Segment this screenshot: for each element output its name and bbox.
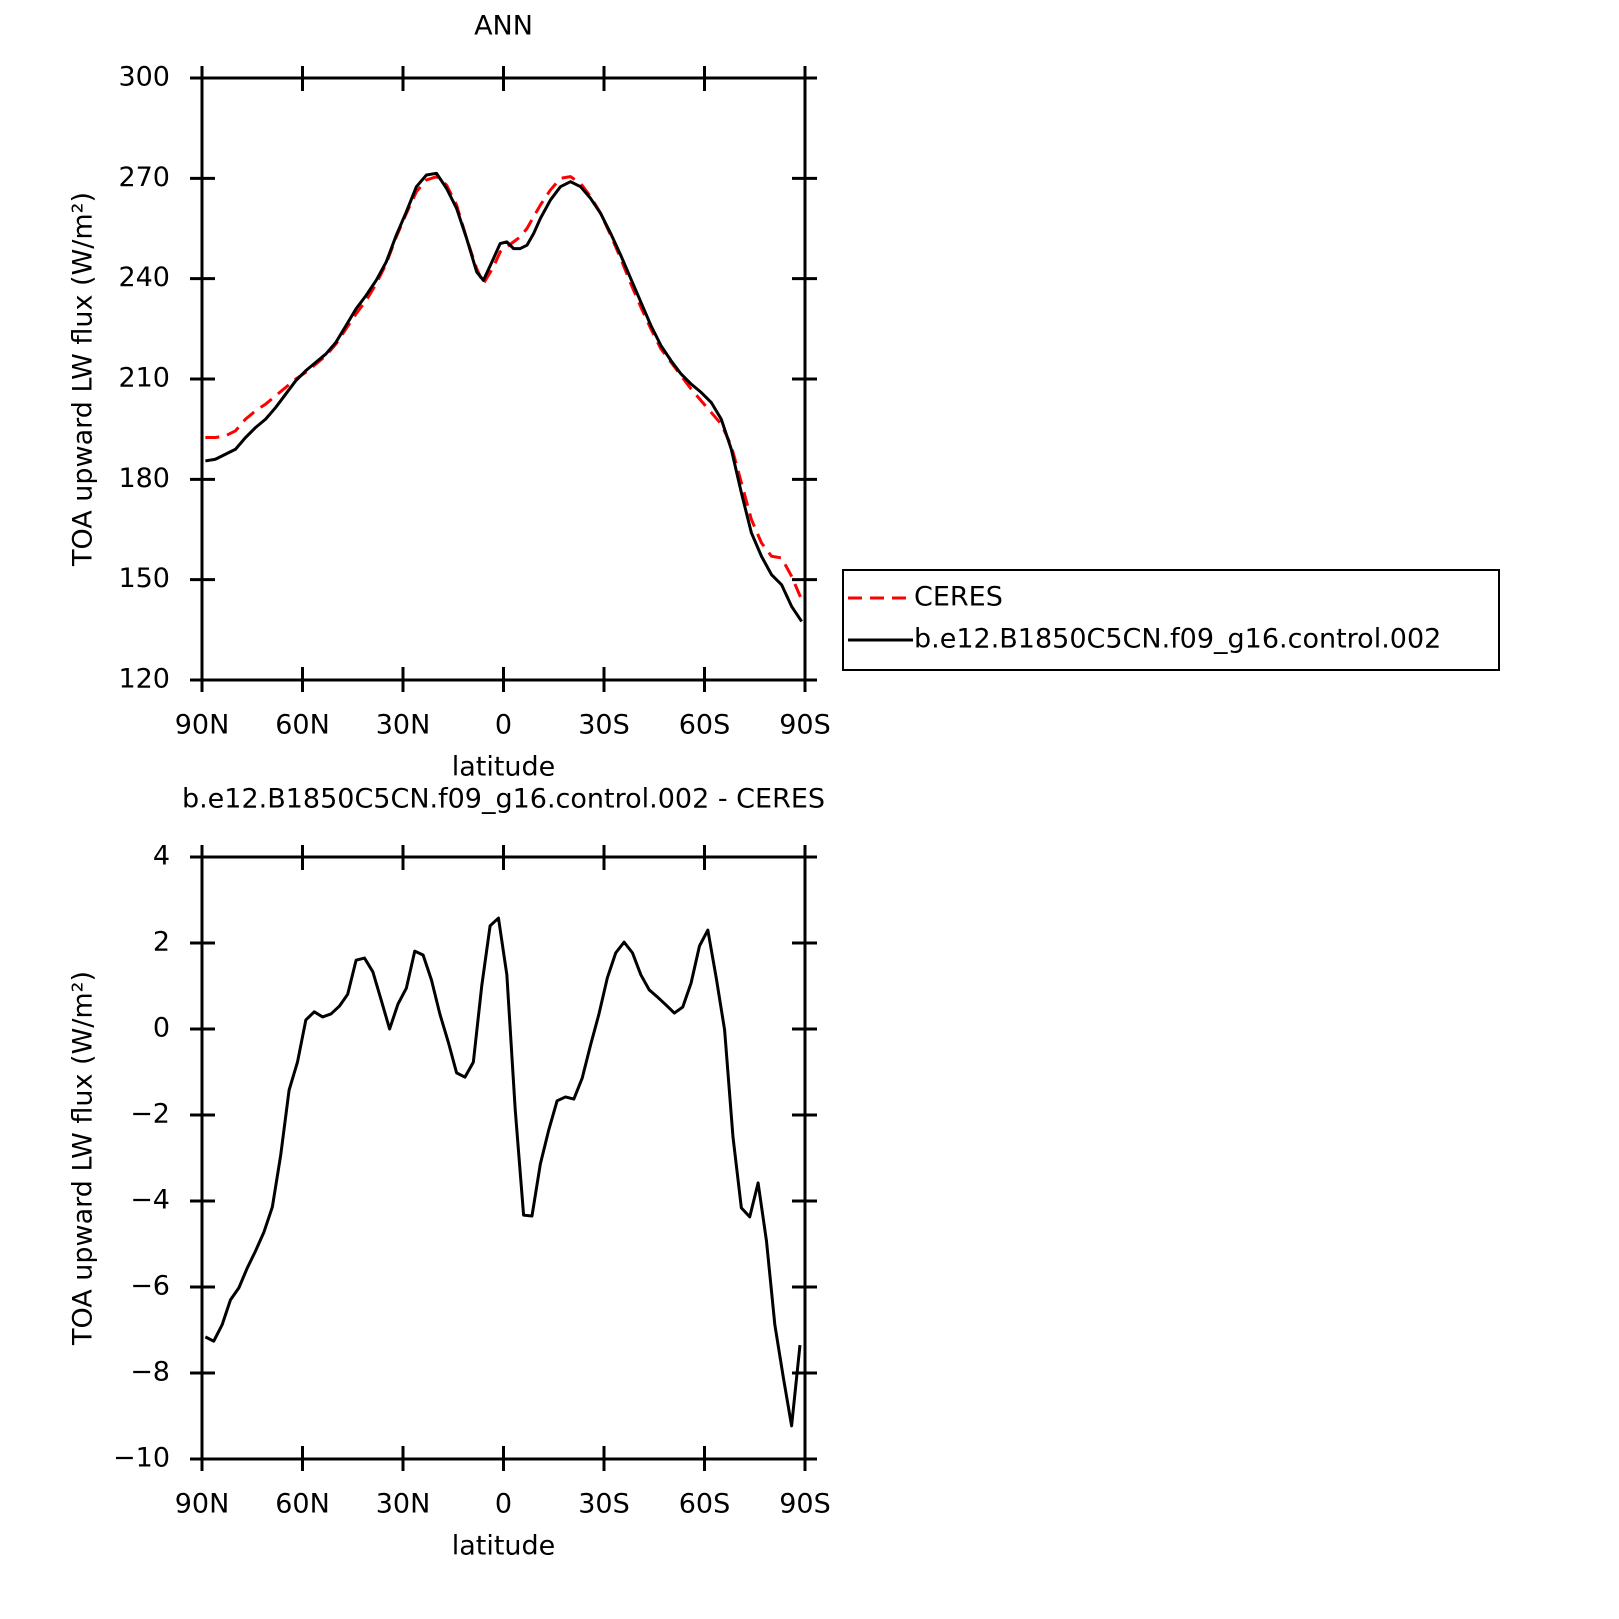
legend-label: b.e12.B1850C5CN.f09_g16.control.002 xyxy=(914,624,1441,655)
y-axis-label: TOA upward LW flux (W/m²) xyxy=(68,192,99,567)
plot-frame xyxy=(200,855,807,1461)
x-tick-label: 60S xyxy=(679,1489,731,1520)
y-axis-label: TOA upward LW flux (W/m²) xyxy=(68,971,99,1346)
y-tick-label: 150 xyxy=(118,563,170,594)
y-tick-label: 300 xyxy=(118,62,170,93)
legend-label: CERES xyxy=(914,582,1003,613)
y-tick-label: 4 xyxy=(153,841,170,872)
y-tick-label: 120 xyxy=(118,664,170,695)
x-tick-label: 0 xyxy=(495,710,512,741)
x-axis-label: latitude xyxy=(452,1531,556,1562)
x-tick-label: 0 xyxy=(495,1489,512,1520)
x-tick-label: 30N xyxy=(376,1489,431,1520)
x-tick-label: 60S xyxy=(679,710,731,741)
y-tick-label: −4 xyxy=(130,1185,170,1216)
y-tick-label: 2 xyxy=(153,927,170,958)
data-line xyxy=(205,171,803,623)
data-line xyxy=(204,916,802,1428)
y-tick-label: −6 xyxy=(130,1271,170,1302)
x-tick-label: 90S xyxy=(779,1489,831,1520)
x-tick-label: 60N xyxy=(275,1489,330,1520)
x-tick-label: 90N xyxy=(175,1489,230,1520)
y-tick-label: −10 xyxy=(113,1443,170,1474)
x-tick-label: 90S xyxy=(779,710,831,741)
chart-title: ANN xyxy=(474,11,533,42)
x-tick-label: 90N xyxy=(175,710,230,741)
x-tick-label: 30S xyxy=(578,1489,630,1520)
y-tick-label: 270 xyxy=(118,162,170,193)
plot-frame xyxy=(200,76,807,682)
y-tick-label: 0 xyxy=(153,1013,170,1044)
y-tick-label: −8 xyxy=(130,1357,170,1388)
x-tick-label: 30N xyxy=(376,710,431,741)
y-tick-label: 210 xyxy=(118,363,170,394)
x-tick-label: 60N xyxy=(275,710,330,741)
legend-box xyxy=(842,569,1500,671)
y-tick-label: 240 xyxy=(118,262,170,293)
x-tick-label: 30S xyxy=(578,710,630,741)
chart-title: b.e12.B1850C5CN.f09_g16.control.002 - CE… xyxy=(182,784,825,815)
data-line xyxy=(205,175,804,601)
x-axis-label: latitude xyxy=(452,752,556,783)
y-tick-label: 180 xyxy=(118,463,170,494)
y-tick-label: −2 xyxy=(130,1099,170,1130)
